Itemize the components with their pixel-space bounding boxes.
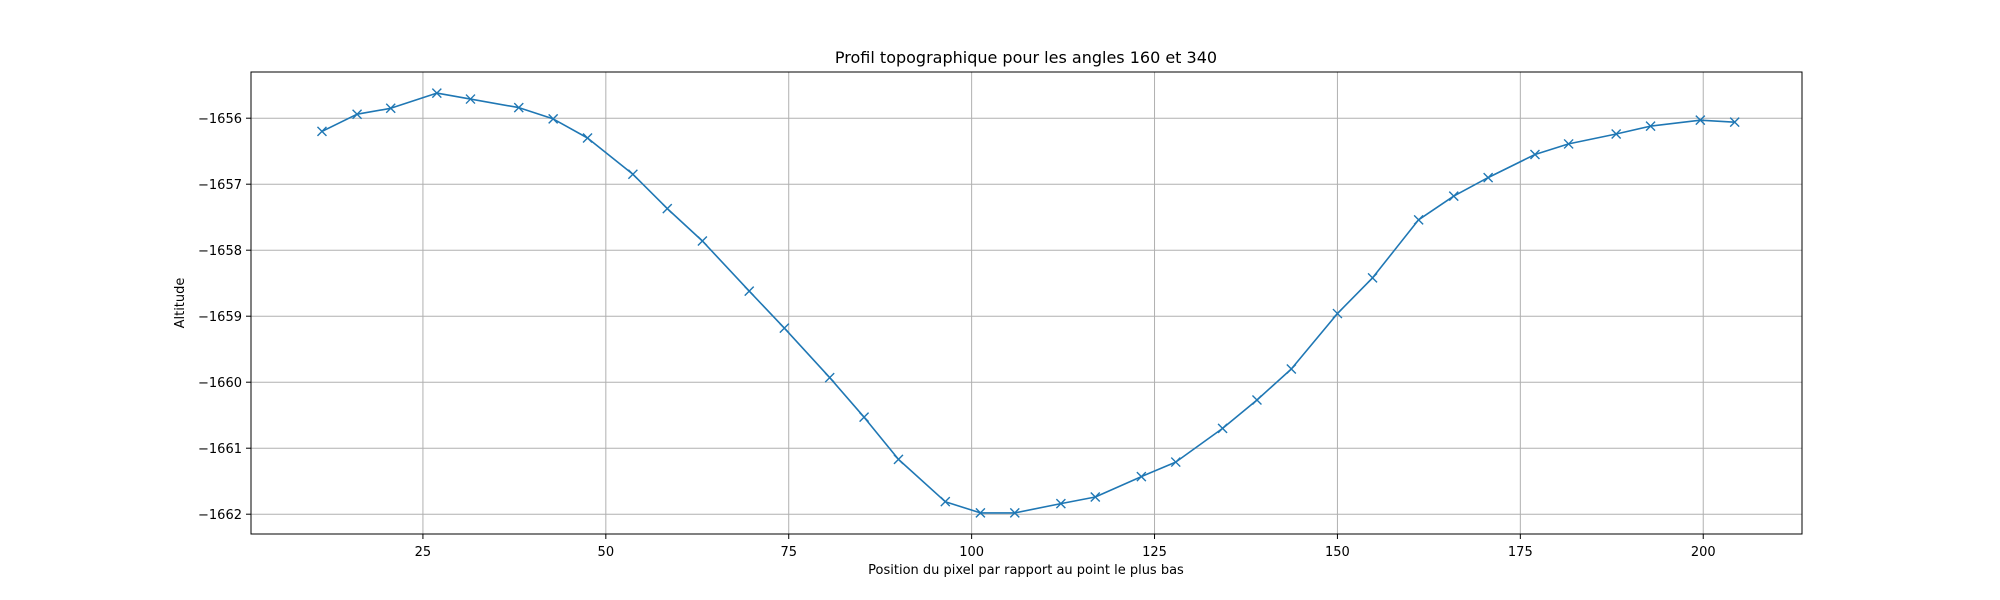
data-point xyxy=(662,203,673,214)
data-point xyxy=(627,169,638,180)
x-axis-label: Position du pixel par rapport au point l… xyxy=(868,563,1184,578)
data-point xyxy=(431,88,442,99)
data-point xyxy=(385,103,396,114)
data-point xyxy=(1695,115,1706,126)
series-layer xyxy=(316,88,1740,518)
y-tick-label: −1656 xyxy=(198,112,242,127)
ticks-layer: 25 50 75 100 125 150 175 200 −1656 −1657 −1658 −165… xyxy=(198,112,1716,560)
data-point xyxy=(1055,498,1066,509)
data-point xyxy=(1009,507,1020,518)
data-point xyxy=(744,286,755,297)
data-point xyxy=(513,102,524,113)
x-tick-label: 25 xyxy=(415,545,432,560)
data-point xyxy=(1251,395,1262,406)
data-point xyxy=(1332,308,1343,319)
x-tick-label: 175 xyxy=(1508,545,1533,560)
data-point xyxy=(975,507,986,518)
data-point xyxy=(1645,121,1656,132)
data-point xyxy=(1170,457,1181,468)
plot-frame xyxy=(250,71,1803,535)
data-point xyxy=(1090,492,1101,503)
data-point xyxy=(1367,272,1378,283)
data-point xyxy=(1413,214,1424,225)
x-tick-label: 200 xyxy=(1691,545,1716,560)
data-point xyxy=(465,94,476,105)
data-point xyxy=(824,372,835,383)
data-point xyxy=(1448,191,1459,202)
y-tick-label: −1659 xyxy=(198,310,242,325)
y-tick-label: −1657 xyxy=(198,178,242,193)
data-point xyxy=(1611,129,1622,140)
x-tick-label: 150 xyxy=(1325,545,1350,560)
data-point xyxy=(893,454,904,465)
data-point xyxy=(1729,117,1740,128)
y-tick-label: −1662 xyxy=(198,508,242,523)
data-point xyxy=(1217,423,1228,434)
data-point xyxy=(352,109,363,120)
data-point xyxy=(1136,471,1147,482)
y-tick-label: −1661 xyxy=(198,442,242,457)
data-point xyxy=(316,126,327,137)
data-point xyxy=(582,133,593,143)
data-point xyxy=(779,323,790,334)
data-point xyxy=(1563,138,1574,149)
data-point xyxy=(1483,172,1494,183)
x-tick-label: 50 xyxy=(598,545,615,560)
data-point xyxy=(548,113,559,124)
y-tick-label: −1658 xyxy=(198,244,242,259)
data-point xyxy=(697,235,708,246)
grid-layer xyxy=(251,72,1802,534)
data-point xyxy=(859,412,870,423)
y-tick-label: −1660 xyxy=(198,376,242,391)
x-tick-label: 75 xyxy=(780,545,797,560)
x-tick-label: 125 xyxy=(1142,545,1167,560)
data-point xyxy=(1529,149,1540,160)
x-tick-label: 100 xyxy=(959,545,984,560)
data-point xyxy=(1286,364,1297,374)
data-point xyxy=(940,496,951,507)
chart-title: Profil topographique pour les angles 160… xyxy=(835,48,1217,67)
y-axis-label: Altitude xyxy=(173,278,188,329)
